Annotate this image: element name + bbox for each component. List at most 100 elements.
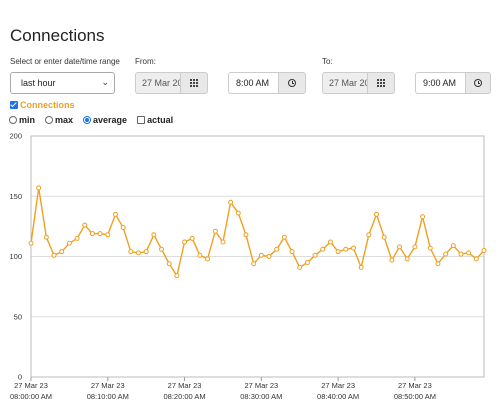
- data-point[interactable]: [235, 210, 241, 216]
- range-select-value: last hour: [21, 78, 56, 88]
- data-point[interactable]: [220, 239, 226, 245]
- x-tick-time: 08:20:00 AM: [163, 392, 205, 401]
- to-date-field[interactable]: 27 Mar 2023: [322, 72, 367, 94]
- data-point[interactable]: [312, 252, 318, 258]
- data-point[interactable]: [212, 228, 218, 234]
- data-point[interactable]: [412, 244, 418, 250]
- min-label: min: [19, 115, 36, 125]
- data-point[interactable]: [228, 199, 234, 205]
- data-point[interactable]: [274, 246, 280, 252]
- data-point[interactable]: [327, 239, 333, 245]
- y-tick-label: 100: [9, 252, 22, 261]
- data-point[interactable]: [151, 232, 157, 238]
- average-radio[interactable]: [83, 116, 92, 124]
- data-point[interactable]: [335, 249, 341, 255]
- data-point[interactable]: [458, 251, 464, 257]
- data-point[interactable]: [381, 234, 387, 240]
- series-toggle[interactable]: Connections: [10, 100, 75, 110]
- data-point[interactable]: [189, 235, 195, 241]
- data-point[interactable]: [289, 249, 295, 255]
- data-point[interactable]: [350, 245, 356, 251]
- data-point[interactable]: [135, 250, 141, 256]
- data-point[interactable]: [435, 261, 441, 267]
- data-point[interactable]: [281, 234, 287, 240]
- max-radio[interactable]: [45, 116, 54, 124]
- data-point[interactable]: [205, 256, 211, 262]
- data-point[interactable]: [343, 246, 349, 252]
- x-axis: 27 Mar 23 08:00:00 AM 27 Mar 23 08:10:00 AM…: [10, 377, 436, 401]
- data-point[interactable]: [66, 240, 72, 246]
- data-point[interactable]: [374, 211, 380, 217]
- option-average[interactable]: average: [83, 115, 127, 125]
- data-point[interactable]: [89, 231, 95, 237]
- data-point[interactable]: [166, 261, 172, 267]
- data-point[interactable]: [159, 246, 165, 252]
- data-point[interactable]: [251, 261, 257, 267]
- data-point[interactable]: [59, 249, 65, 255]
- data-point[interactable]: [182, 239, 188, 245]
- x-tick-time: 08:50:00 AM: [394, 392, 436, 401]
- x-tick-time: 08:10:00 AM: [87, 392, 129, 401]
- page-title: Connections: [10, 26, 105, 45]
- data-point[interactable]: [389, 257, 395, 263]
- data-point[interactable]: [320, 246, 326, 252]
- data-point[interactable]: [258, 252, 264, 258]
- x-tick-date: 27 Mar 23: [91, 381, 125, 390]
- range-select[interactable]: last hour ⌄: [10, 72, 115, 94]
- data-point[interactable]: [481, 247, 487, 253]
- aggregation-options: min max average actual: [9, 115, 183, 125]
- data-point[interactable]: [143, 249, 149, 255]
- data-point[interactable]: [443, 251, 449, 257]
- from-time-clock-button[interactable]: [278, 72, 306, 94]
- data-point[interactable]: [51, 252, 57, 258]
- y-tick-label: 0: [18, 373, 22, 382]
- min-radio[interactable]: [9, 116, 17, 124]
- clock-icon: [288, 79, 296, 87]
- option-actual[interactable]: actual: [137, 115, 173, 125]
- data-point[interactable]: [358, 264, 364, 270]
- from-date-calendar-button[interactable]: [180, 72, 208, 94]
- y-tick-label: 150: [9, 192, 22, 201]
- option-max[interactable]: max: [45, 115, 73, 125]
- to-time-field[interactable]: 9:00 AM: [415, 72, 465, 94]
- data-point[interactable]: [397, 244, 403, 250]
- chevron-down-icon: ⌄: [101, 77, 109, 87]
- data-point[interactable]: [97, 231, 103, 237]
- data-point[interactable]: [420, 214, 426, 220]
- data-point[interactable]: [266, 254, 272, 259]
- actual-checkbox[interactable]: [137, 116, 146, 124]
- from-date-field[interactable]: 27 Mar 2023: [135, 72, 180, 94]
- data-point[interactable]: [128, 249, 134, 255]
- to-date-calendar-button[interactable]: [367, 72, 395, 94]
- y-tick-label: 50: [14, 312, 22, 321]
- data-point[interactable]: [82, 222, 88, 228]
- x-tick-date: 27 Mar 23: [321, 381, 355, 390]
- data-point[interactable]: [450, 243, 456, 249]
- data-point[interactable]: [366, 232, 372, 238]
- y-axis: 0 50 100 150 200: [9, 132, 22, 382]
- to-time-clock-button[interactable]: [465, 72, 491, 94]
- data-point[interactable]: [297, 264, 303, 270]
- to-label: To:: [322, 57, 333, 66]
- data-point[interactable]: [112, 211, 118, 217]
- data-point[interactable]: [466, 250, 472, 256]
- data-point[interactable]: [120, 225, 126, 231]
- data-point[interactable]: [105, 232, 111, 238]
- data-point[interactable]: [243, 232, 249, 238]
- data-point[interactable]: [74, 235, 80, 241]
- series-checkbox[interactable]: [10, 101, 18, 109]
- data-point[interactable]: [197, 252, 203, 258]
- option-min[interactable]: min: [9, 115, 35, 125]
- series-toggle-label: Connections: [20, 100, 75, 110]
- data-point[interactable]: [174, 273, 180, 279]
- data-point[interactable]: [473, 256, 479, 262]
- from-time-field[interactable]: 8:00 AM: [228, 72, 278, 94]
- data-point[interactable]: [43, 234, 49, 240]
- data-point[interactable]: [36, 185, 42, 191]
- data-point[interactable]: [427, 245, 433, 251]
- data-point[interactable]: [404, 256, 410, 262]
- x-tick-date: 27 Mar 23: [14, 381, 48, 390]
- data-point[interactable]: [28, 240, 34, 246]
- data-point[interactable]: [304, 260, 310, 266]
